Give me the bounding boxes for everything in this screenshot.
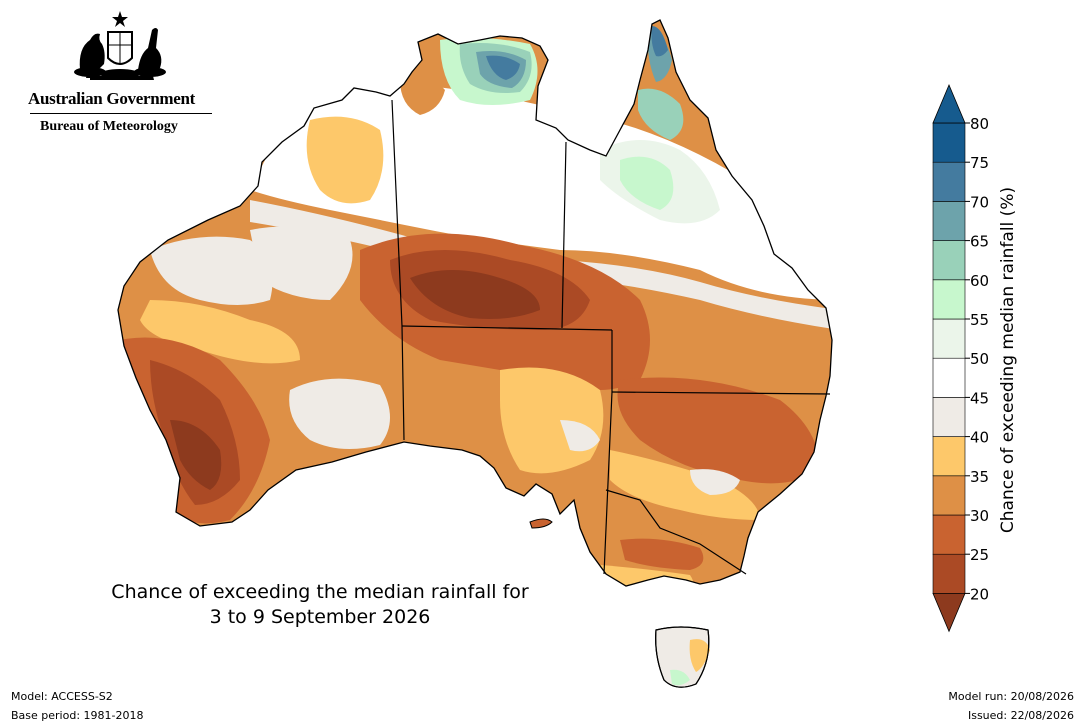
colorbar-bin	[932, 553, 966, 594]
tasmania	[655, 626, 710, 688]
agency-name: Bureau of Meteorology	[40, 119, 178, 134]
colorbar-bin	[932, 279, 966, 320]
colorbar-tick-label: 30	[970, 507, 989, 525]
colorbar-extension-low	[932, 593, 966, 633]
colorbar-tick-label: 55	[970, 311, 989, 329]
colorbar-tick-label: 70	[970, 193, 989, 211]
kangaroo-island	[529, 518, 553, 529]
colorbar-bin	[932, 240, 966, 281]
government-name: Australian Government	[28, 89, 195, 108]
colorbar-bin	[932, 318, 966, 359]
colorbar-extension-high	[932, 83, 966, 124]
colorbar-bin	[932, 357, 966, 398]
colorbar-tick-label: 25	[970, 546, 989, 564]
colorbar-bin	[932, 397, 966, 437]
map-title-line1: Chance of exceeding the median rainfall …	[111, 581, 529, 603]
colorbar-legend: 20 25 30 35 40 45 50 55 60 65 70 75 80	[932, 83, 989, 633]
colorbar-tick-label: 40	[970, 429, 989, 447]
colorbar-bin	[932, 201, 966, 241]
colorbar-bin	[932, 514, 966, 555]
colorbar-tick-label: 65	[970, 233, 989, 251]
colorbar-tick-label: 80	[970, 115, 989, 133]
header-divider	[30, 113, 212, 114]
colorbar-bin	[932, 122, 966, 163]
model-run-label: Model run: 20/08/2026	[948, 690, 1074, 703]
colorbar-bin	[932, 436, 966, 477]
colorbar-tick-label: 75	[970, 154, 989, 172]
map-title-line2: 3 to 9 September 2026	[209, 606, 431, 628]
colorbar-tick-label: 45	[970, 389, 989, 407]
base-period-label: Base period: 1981-2018	[11, 709, 144, 722]
map-caption: Chance of exceeding the median rainfall …	[60, 580, 580, 630]
issued-label: Issued: 22/08/2026	[967, 709, 1074, 722]
state-borders	[391, 99, 831, 575]
rainfall-probability-fill	[118, 20, 832, 586]
colorbar-bin	[932, 161, 966, 202]
coat-of-arms-logo	[74, 11, 166, 80]
colorbar-tick-label: 20	[970, 585, 989, 603]
colorbar-tick-label: 35	[970, 468, 989, 486]
colorbar-title: Chance of exceeding median rainfall (%)	[998, 186, 1018, 534]
model-label: Model: ACCESS-S2	[11, 690, 113, 703]
colorbar-bin	[932, 475, 966, 516]
colorbar-tick-label: 60	[970, 272, 989, 290]
colorbar-tick-label: 50	[970, 350, 989, 368]
